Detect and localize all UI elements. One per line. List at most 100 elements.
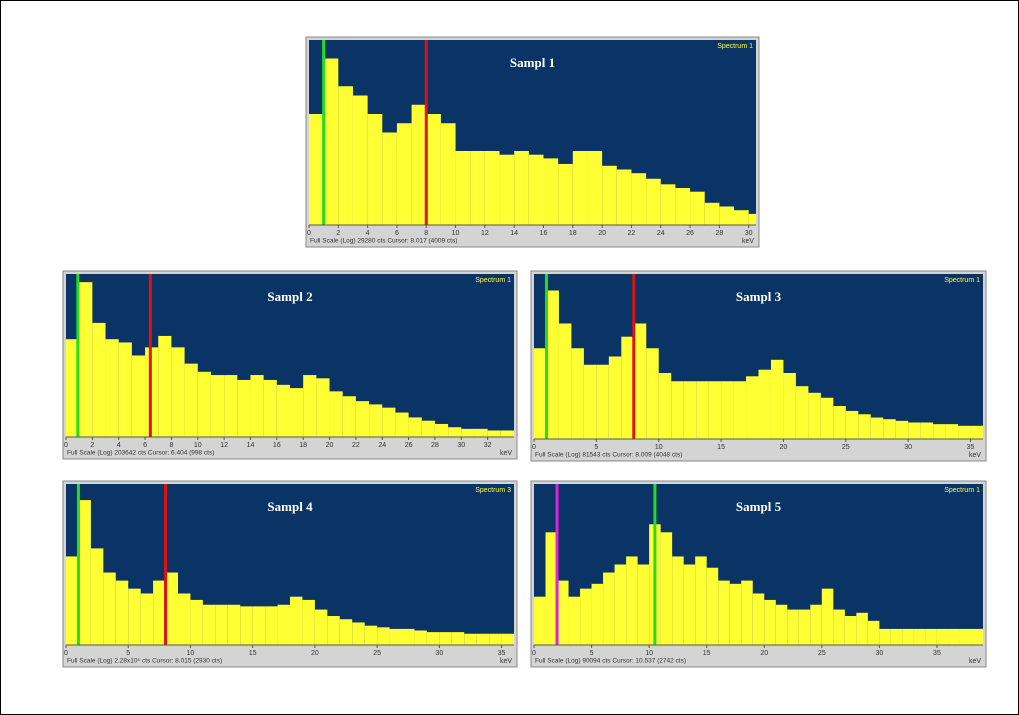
spectrum-bar <box>545 532 558 645</box>
x-tick-label: 10 <box>187 650 195 657</box>
spectrum-bar <box>464 633 477 645</box>
status-text: Full Scale (Log) 29280 cts Cursor: 8.017… <box>310 238 457 245</box>
spectrum-bar <box>396 123 412 225</box>
spectrum-bar <box>583 364 597 439</box>
spectrum-bar <box>240 606 253 645</box>
x-tick-label: 32 <box>484 442 492 449</box>
spectrum-bar <box>660 532 673 645</box>
spectrum-bar <box>439 632 452 645</box>
x-tick-label: 30 <box>435 650 443 657</box>
spectrum-bar <box>534 596 546 645</box>
x-tick-label: 35 <box>967 444 975 451</box>
x-tick-label: 20 <box>760 650 768 657</box>
spectrum-bar <box>263 379 277 437</box>
panel-title: Sampl 4 <box>267 499 313 514</box>
spectrum-bar <box>879 628 891 645</box>
spectrum-bar <box>500 430 514 437</box>
x-tick-label: 5 <box>126 650 130 657</box>
spectrum-bar <box>958 425 971 439</box>
spectrum-bar <box>637 564 650 645</box>
x-tick-label: 28 <box>431 442 439 449</box>
spectrum-bar <box>844 616 857 645</box>
spectrum-bar <box>165 572 178 645</box>
x-tick-label: 5 <box>594 444 598 451</box>
spectrum-bar <box>883 419 896 439</box>
spectrum-bar <box>971 628 983 645</box>
spectrum-bar <box>870 417 884 439</box>
spectrum-bar <box>237 379 251 437</box>
x-tick-label: 20 <box>598 230 606 237</box>
spectrum-bar <box>948 628 960 645</box>
spectrum-bar <box>140 593 154 645</box>
spectrum-label: Spectrum 1 <box>944 277 980 284</box>
x-tick-label: 12 <box>481 230 489 237</box>
spectrum-bar <box>764 599 776 645</box>
spectrum-bar <box>184 363 198 437</box>
spectrum-bar <box>342 396 356 437</box>
x-tick-label: 30 <box>904 444 912 451</box>
spectrum-bar <box>329 391 343 437</box>
x-tick-label: 10 <box>194 442 202 449</box>
x-tick-label: 16 <box>540 230 548 237</box>
x-tick-label: 14 <box>247 442 255 449</box>
spectrum-bar <box>395 412 409 437</box>
x-tick-label: 25 <box>373 650 381 657</box>
spectrum-bar <box>833 406 846 439</box>
spectrum-bar <box>178 593 191 645</box>
spectrum-bar <box>591 583 604 645</box>
spectrum-bar <box>733 381 747 439</box>
spectrum-bar <box>845 410 859 439</box>
x-tick-label: 22 <box>628 230 636 237</box>
x-tick-label: 30 <box>457 442 465 449</box>
status-text: Full Scale (Log) 81543 cts Cursor: 8.009… <box>535 452 682 459</box>
spectrum-bar <box>103 572 116 645</box>
spectrum-bar <box>833 609 845 645</box>
spectrum-bar <box>810 604 822 645</box>
spectrum-bar <box>646 178 661 225</box>
spectrum-bar <box>626 556 638 645</box>
spectrum-bar <box>455 151 471 225</box>
x-tick-label: 30 <box>875 650 883 657</box>
spectrum-bar <box>252 606 266 645</box>
spectrum-bar <box>572 151 588 225</box>
x-tick-label: 30 <box>745 230 753 237</box>
spectrum-bar <box>158 335 172 437</box>
spectrum-label: Spectrum 3 <box>475 487 511 494</box>
spectrum-bar <box>487 430 501 437</box>
spectrum-bar <box>408 417 422 437</box>
spectrum-bar <box>660 184 676 225</box>
spectrum-bar <box>895 420 909 439</box>
unit-label: keV <box>742 238 754 245</box>
spectrum-bar <box>704 202 720 225</box>
spectrum-bar <box>746 376 759 439</box>
spectrum-bar <box>902 628 914 645</box>
spectrum-bar <box>696 381 709 439</box>
spectrum-bar <box>499 154 515 225</box>
panel-title: Sampl 3 <box>736 289 782 304</box>
spectrum-bar <box>603 572 615 645</box>
spectrum-bar <box>90 548 104 645</box>
spectrum-bar <box>369 404 383 437</box>
status-text: Full Scale (Log) 2.28x10⁵ cts Cursor: 8.… <box>67 658 222 665</box>
spectrum-bar <box>414 630 427 645</box>
spectrum-bar <box>787 609 799 645</box>
spectrum-bar <box>355 401 370 437</box>
spectrum-bar <box>631 173 647 225</box>
x-tick-label: 4 <box>117 442 121 449</box>
spectrum-bar <box>339 619 353 645</box>
spectrum-bar <box>933 424 946 439</box>
spectrum-bar <box>489 633 502 645</box>
x-tick-label: 20 <box>780 444 788 451</box>
spectrum-bar <box>646 348 659 439</box>
spectrum-bar <box>440 123 456 225</box>
x-tick-label: 35 <box>933 650 941 657</box>
spectrum-bar <box>402 628 415 645</box>
x-tick-label: 25 <box>842 444 850 451</box>
spectrum-bar <box>352 622 365 645</box>
x-tick-label: 24 <box>378 442 386 449</box>
unit-label: keV <box>969 452 981 459</box>
spectrum-bar <box>602 165 617 225</box>
spectrum-bar <box>411 104 427 225</box>
